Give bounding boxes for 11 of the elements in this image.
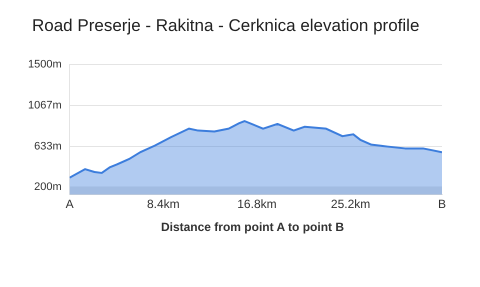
x-tick-label: 25.2km (330, 197, 370, 212)
y-tick-label: 1500m (28, 58, 62, 71)
y-tick-label: 633m (34, 140, 62, 152)
x-tick-label: A (66, 197, 74, 212)
y-tick-label: 1067m (28, 99, 62, 112)
y-tick-label: 200m (34, 181, 62, 194)
chart-title: Road Preserje - Rakitna - Cerknica elevation profile (32, 16, 420, 36)
x-tick-label: B (438, 197, 446, 212)
x-tick-label: 16.8km (237, 197, 277, 212)
x-tick-label: 8.4km (146, 197, 180, 212)
x-axis-title: Distance from point A to point B (160, 220, 346, 234)
